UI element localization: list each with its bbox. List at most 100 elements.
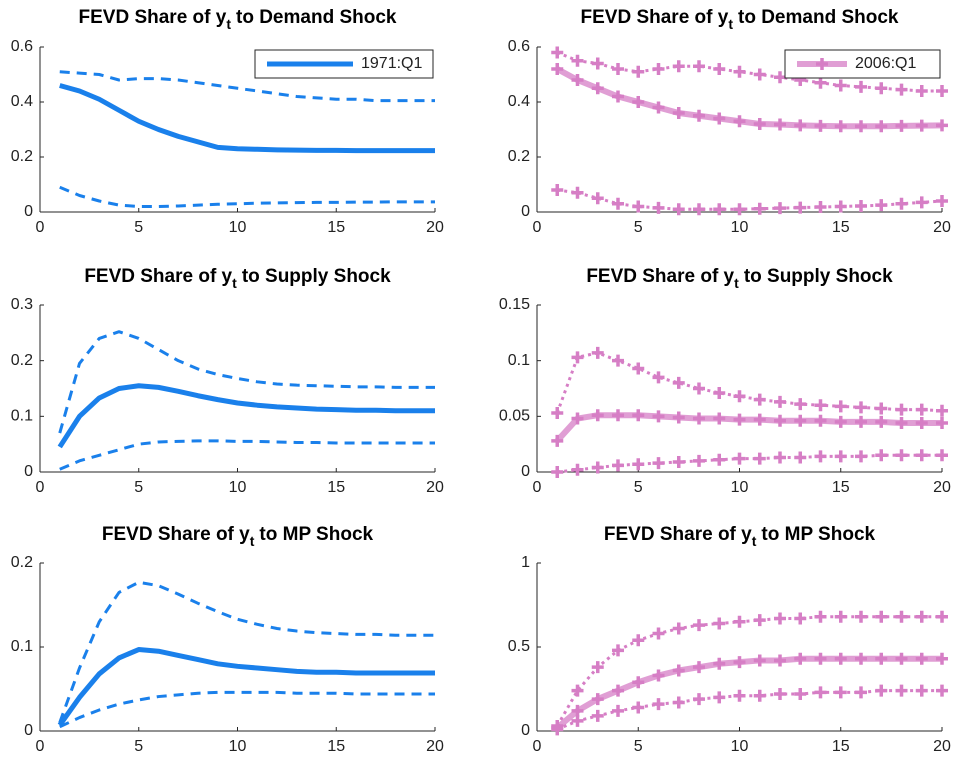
marker	[875, 120, 888, 133]
marker	[915, 119, 928, 132]
chart-title: FEVD Share of yt to Supply Shock	[84, 266, 391, 291]
marker	[915, 652, 928, 665]
marker	[834, 450, 847, 463]
marker	[571, 704, 584, 717]
marker	[753, 452, 766, 465]
series-line	[59, 70, 435, 103]
marker	[814, 450, 827, 463]
marker	[672, 376, 685, 389]
x-tick-label: 20	[933, 738, 951, 755]
x-tick-label: 5	[134, 219, 143, 236]
marker	[713, 691, 726, 704]
marker	[672, 622, 685, 635]
marker	[551, 723, 564, 736]
marker	[652, 627, 665, 640]
title-part: to Supply Shock	[242, 266, 391, 287]
marker	[733, 656, 746, 669]
marker	[875, 415, 888, 428]
x-tick-label: 15	[832, 219, 850, 236]
marker	[693, 60, 705, 73]
marker	[834, 400, 847, 413]
marker	[672, 203, 685, 216]
marker	[733, 390, 746, 403]
marker	[632, 362, 645, 375]
marker	[774, 654, 786, 667]
series-line	[58, 580, 435, 724]
y-tick-label: 0.1	[11, 408, 33, 425]
marker	[693, 412, 705, 425]
marker	[814, 119, 827, 132]
marker	[774, 118, 786, 131]
marker	[936, 610, 948, 623]
marker	[591, 661, 604, 674]
x-tick-label: 15	[327, 219, 345, 236]
title-subscript: t	[734, 275, 739, 291]
marker	[753, 689, 766, 702]
marker	[632, 409, 645, 422]
x-tick-label: 20	[426, 479, 444, 496]
marker	[713, 112, 726, 125]
marker	[652, 63, 665, 75]
marker	[571, 684, 584, 697]
marker	[693, 619, 705, 632]
y-tick-label: 0.2	[11, 554, 33, 571]
marker	[733, 413, 746, 426]
marker	[672, 664, 685, 677]
marker	[814, 686, 827, 699]
marker	[794, 451, 807, 464]
legend-label: 2006:Q1	[855, 55, 916, 72]
marker	[855, 80, 867, 93]
marker	[875, 402, 888, 415]
marker	[652, 201, 665, 214]
marker	[612, 684, 624, 697]
marker	[936, 195, 948, 207]
marker	[895, 610, 908, 623]
marker	[895, 449, 908, 462]
marker	[753, 654, 766, 667]
marker	[672, 60, 685, 73]
y-tick-label: 0.5	[508, 638, 530, 655]
x-tick-label: 0	[533, 479, 542, 496]
marker	[915, 196, 928, 209]
marker	[936, 684, 948, 697]
marker	[632, 458, 645, 471]
marker	[612, 197, 624, 210]
marker	[693, 203, 705, 216]
series-line	[58, 330, 435, 434]
marker	[672, 411, 685, 424]
marker	[895, 119, 908, 132]
x-tick-label: 0	[533, 219, 542, 236]
marker	[834, 79, 847, 92]
marker	[693, 109, 705, 122]
marker	[632, 701, 645, 714]
y-tick-label: 0	[521, 463, 530, 480]
title-subscript: t	[752, 533, 757, 549]
marker	[814, 201, 827, 214]
marker	[733, 65, 746, 78]
y-tick-label: 0.05	[499, 408, 530, 425]
marker	[591, 461, 604, 474]
marker	[774, 612, 786, 625]
subplot: FEVD Share of yt to Supply Shock 0 5 10 15 20 0…	[499, 266, 951, 496]
y-tick-label: 0.1	[11, 638, 33, 655]
marker	[855, 120, 867, 133]
marker	[814, 610, 827, 623]
title-subscript: t	[250, 533, 255, 549]
x-tick-label: 20	[933, 479, 951, 496]
subplot: FEVD Share of yt to MP Shock 0 5 10 15 20 0 0.1 0…	[11, 524, 444, 755]
marker	[571, 412, 584, 425]
marker	[855, 199, 867, 212]
series-line	[59, 690, 435, 729]
marker	[571, 74, 584, 86]
title-subscript: t	[226, 16, 231, 32]
marker	[816, 58, 828, 70]
marker	[733, 115, 746, 128]
marker	[895, 417, 908, 430]
marker	[713, 203, 726, 216]
marker	[855, 401, 867, 414]
x-tick-label: 10	[229, 219, 247, 236]
title-subscript: t	[728, 16, 733, 32]
marker	[551, 46, 564, 59]
